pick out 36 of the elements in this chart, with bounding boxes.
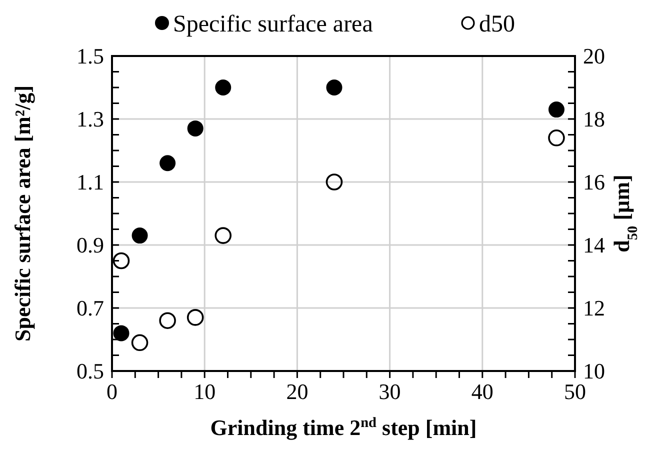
y-tick-label: 0.5 [76, 358, 104, 384]
point [214, 227, 232, 244]
x-tick-label: 20 [286, 379, 308, 404]
legend-label: d50 [479, 11, 515, 38]
y-tick-label: 1.3 [76, 106, 104, 132]
point [326, 174, 343, 190]
y2-tick-label: 12 [583, 296, 605, 321]
y-tick-label: 0.9 [76, 232, 104, 258]
point [160, 155, 176, 172]
point [112, 252, 130, 270]
legend-label: Specific surface area [173, 11, 374, 38]
y-tick-label: 1.1 [76, 170, 104, 195]
x-tick-label: 40 [471, 379, 494, 404]
point [131, 334, 148, 352]
point [548, 102, 564, 118]
point [548, 130, 565, 146]
y2-tick-label: 14 [583, 232, 605, 258]
point [326, 80, 342, 96]
y2-tick-label: 20 [583, 44, 605, 69]
point [159, 312, 176, 329]
y-tick-label: 0.7 [76, 296, 104, 321]
y-tick-label: 1.5 [76, 44, 104, 69]
point [187, 120, 204, 136]
x-tick-label: 10 [194, 379, 216, 404]
x-tick-label: 50 [564, 379, 586, 404]
x-tick-label: 30 [378, 379, 401, 404]
x-axis-title: Grinding time 2$^{nd}$ step [min] [210, 415, 477, 440]
y2-tick-label: 10 [583, 358, 605, 384]
point [113, 325, 130, 342]
point [186, 309, 204, 326]
point [132, 228, 148, 244]
y2-tick-label: 16 [583, 170, 605, 195]
x-tick-label: 0 [106, 379, 118, 404]
y-axis-title: Specific surface area [m²/g] [10, 85, 35, 342]
y2-tick-label: 18 [583, 106, 605, 132]
point [215, 80, 232, 96]
